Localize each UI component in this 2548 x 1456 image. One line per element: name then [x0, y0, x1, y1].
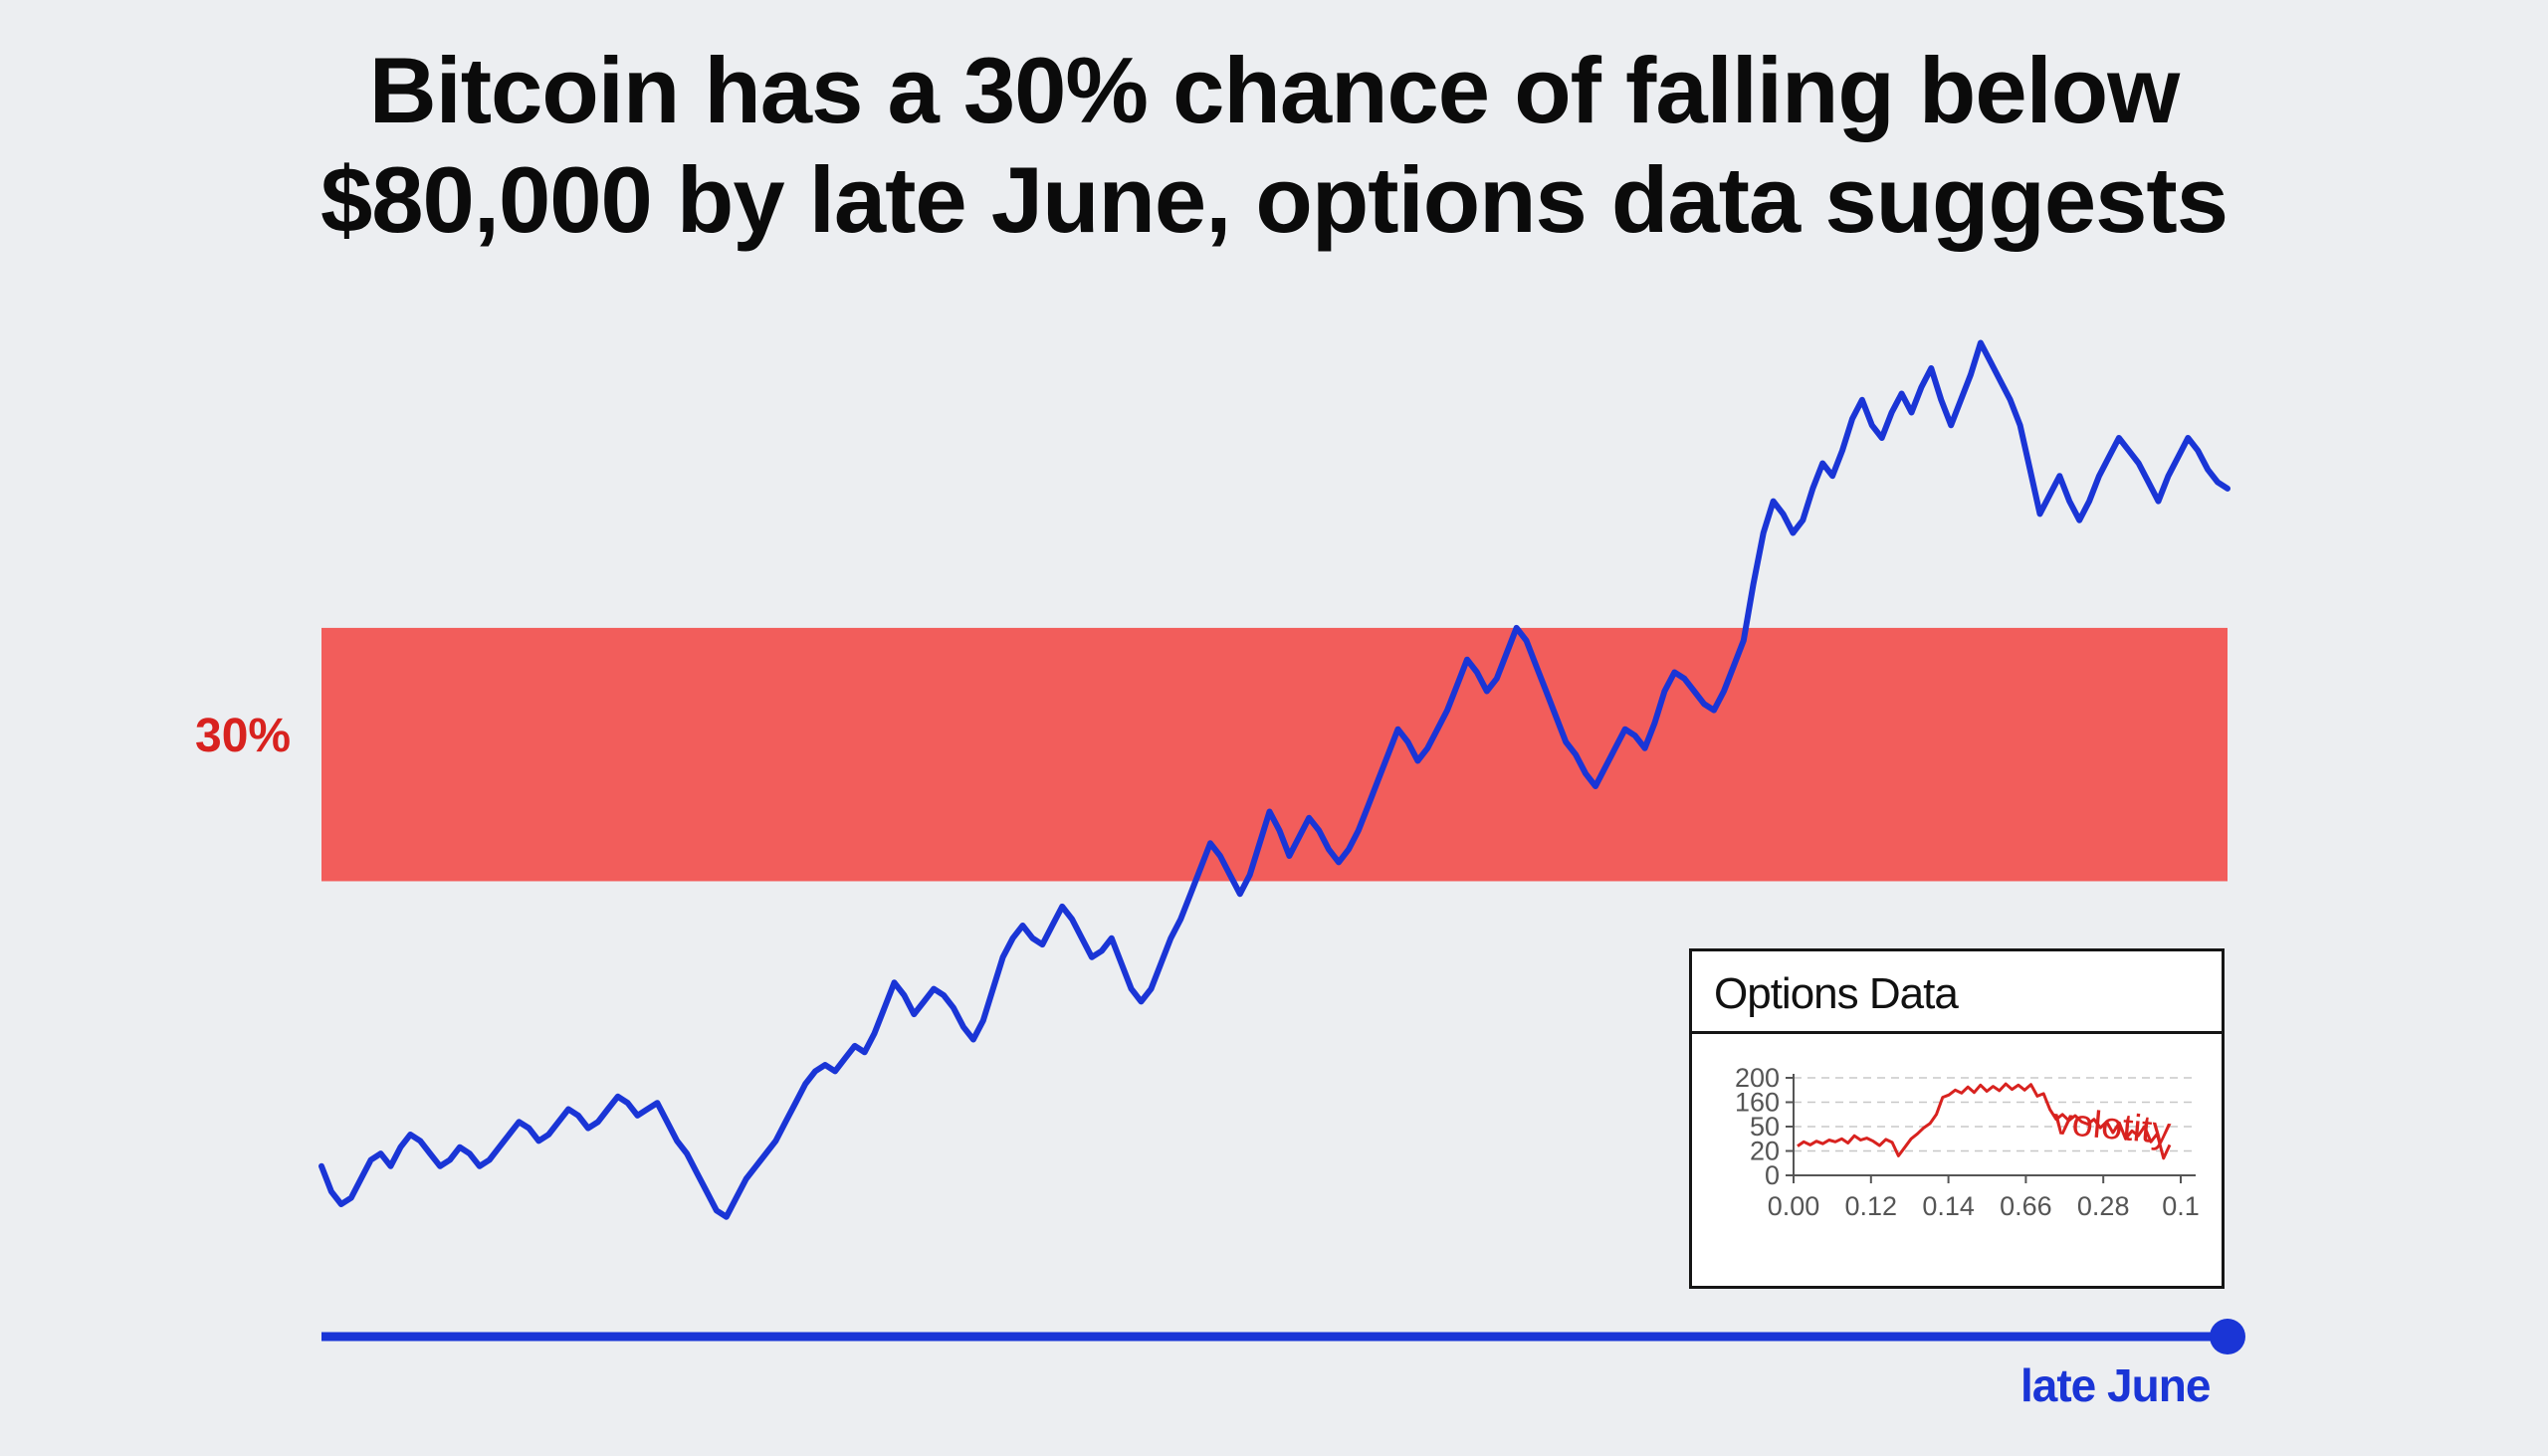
inset-x-tick-label: 0.12 — [1845, 1191, 1898, 1221]
headline: Bitcoin has a 30% chance of falling belo… — [0, 36, 2548, 255]
inset-divider — [1692, 1031, 2222, 1034]
inset-y-tick-label: 0 — [1765, 1160, 1780, 1190]
volatility-series-label: volotity — [2051, 1101, 2172, 1152]
inset-y-tick-label: 200 — [1735, 1063, 1780, 1093]
inset-x-tick-label: 0.14 — [1922, 1191, 1975, 1221]
price-series-line — [318, 339, 2230, 1220]
volatility-series-line — [1797, 1082, 2172, 1160]
timeline-end-label: late June — [2020, 1359, 2211, 1411]
inset-x-tick-label: 0.00 — [1768, 1191, 1820, 1221]
probability-band — [321, 627, 2228, 882]
inset-title: Options Data — [1714, 969, 1959, 1018]
headline-line-1: Bitcoin has a 30% chance of falling belo… — [368, 38, 2181, 142]
options-data-inset: Options Data 200 160 50 20 0 0.00 0.12 0.14 0.66… — [1689, 948, 2225, 1289]
probability-band-label: 30% — [195, 710, 292, 762]
headline-line-2: $80,000 by late June, options data sugge… — [320, 147, 2229, 252]
timeline-end-dot — [2210, 1319, 2245, 1354]
inset-y-tick-label: 160 — [1735, 1088, 1780, 1118]
inset-y-tick-label: 50 — [1750, 1112, 1780, 1142]
inset-x-tick-label: 0.28 — [2077, 1191, 2130, 1221]
inset-x-tick-label: 0.66 — [2000, 1191, 2052, 1221]
inset-y-tick-label: 20 — [1750, 1137, 1780, 1166]
inset-x-tick-label: 0.1 — [2162, 1191, 2200, 1221]
